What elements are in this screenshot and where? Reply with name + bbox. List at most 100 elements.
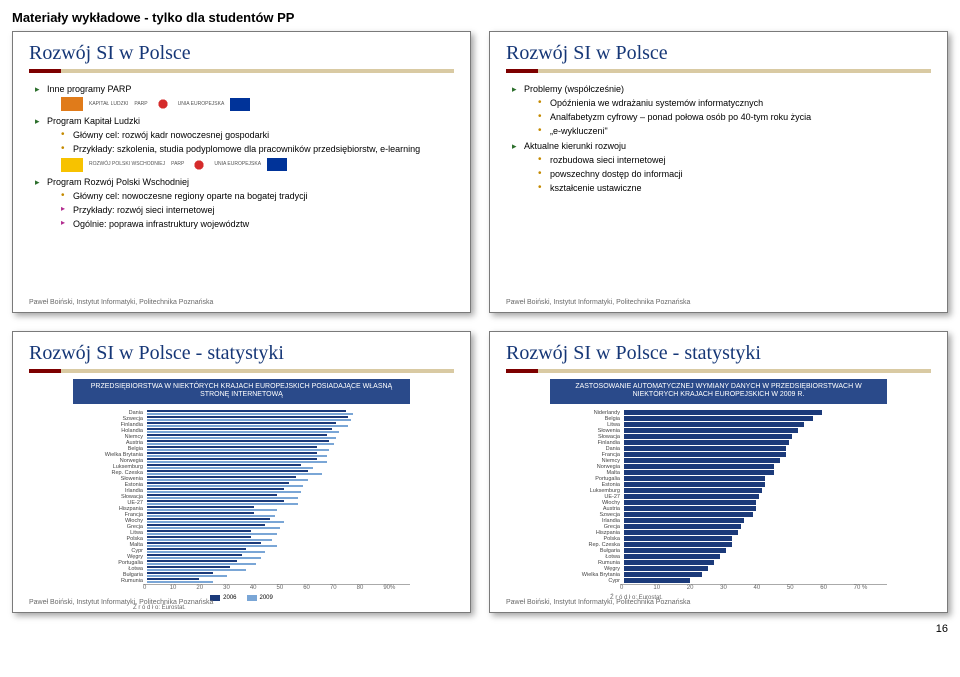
- chart-bar: [624, 482, 765, 487]
- chart-area: DaniaSzwecjaFinlandiaHolandiaNiemcyAustr…: [73, 410, 410, 611]
- title-underline: [29, 69, 454, 73]
- eu-label: UNIA EUROPEJSKA: [214, 162, 261, 167]
- axis-tick: 60: [820, 585, 853, 591]
- axis-tick: 80: [357, 585, 384, 591]
- title-underline: [29, 369, 454, 373]
- bullet: Inne programy PARP: [35, 83, 452, 95]
- slide-body: Problemy (współcześnie) Opóźnienia we wd…: [490, 79, 947, 198]
- axis-tick: 10: [653, 585, 686, 591]
- chart-bar: [624, 428, 798, 433]
- bullet: Program Kapitał Ludzki Główny cel: rozwó…: [35, 115, 452, 155]
- chart-bar: [624, 446, 786, 451]
- axis-tick: 90%: [383, 585, 410, 591]
- parp-label: PARP: [134, 102, 147, 107]
- slide-footer: Paweł Boiński, Instytut Informatyki, Pol…: [506, 299, 690, 306]
- sub-sub-bullet: Ogólnie: poprawa infrastruktury wojewódz…: [61, 218, 452, 230]
- chart-bar: [624, 578, 690, 583]
- axis-tick: 30: [223, 585, 250, 591]
- chart-bar: [624, 488, 762, 493]
- axis-tick: 10: [170, 585, 197, 591]
- chart-bar: [624, 554, 720, 559]
- parp-label: PARP: [171, 162, 184, 167]
- chart-bar: [624, 458, 780, 463]
- axis-tick: 70: [330, 585, 357, 591]
- sub-bullet: kształcenie ustawiczne: [538, 182, 929, 194]
- slide-title: Rozwój SI w Polsce - statystyki: [490, 332, 947, 367]
- slide-title: Rozwój SI w Polsce: [13, 32, 470, 67]
- kapital-label: KAPITAŁ LUDZKI: [89, 102, 128, 107]
- chart-bar: [624, 536, 732, 541]
- chart-axis: 0102030405060708090%: [143, 584, 410, 591]
- chart-bar: [624, 470, 774, 475]
- eu-label: UNIA EUROPEJSKA: [178, 102, 225, 107]
- legend-label: 2006: [223, 595, 236, 601]
- axis-tick: 40: [250, 585, 277, 591]
- axis-tick: 50: [277, 585, 304, 591]
- chart-bar: [624, 548, 726, 553]
- chart-bar: [624, 566, 708, 571]
- eu-flag-icon: [230, 98, 250, 111]
- axis-tick: 40: [754, 585, 787, 591]
- sub-bullet: Przykłady: szkolenia, studia podyplomowe…: [61, 143, 452, 155]
- sub-bullet: Główny cel: rozwój kadr nowoczesnej gosp…: [61, 129, 452, 141]
- sub-bullet: Opóźnienia we wdrażaniu systemów informa…: [538, 97, 929, 109]
- chart-bar: [624, 512, 753, 517]
- slide-3: Rozwój SI w Polsce - statystyki PRZEDSIĘ…: [12, 331, 471, 613]
- slide-footer: Paweł Boiński, Instytut Informatyki, Pol…: [506, 599, 690, 606]
- chart-axis: 010203040506070 %: [620, 584, 887, 591]
- slide-2: Rozwój SI w Polsce Problemy (współcześni…: [489, 31, 948, 313]
- page-header: Materiały wykładowe - tylko dla studentó…: [0, 0, 960, 31]
- chart-bar: [624, 530, 738, 535]
- chart-row: Rumunia: [73, 578, 410, 584]
- chart-bar: [624, 476, 765, 481]
- parp-logo-icon: [190, 158, 208, 172]
- axis-tick: 0: [620, 585, 653, 591]
- sub-sub-bullet: Przykłady: rozwój sieci internetowej: [61, 204, 452, 216]
- slides-grid: Rozwój SI w Polsce Inne programy PARP KA…: [0, 31, 960, 619]
- chart-row: Cypr: [550, 578, 887, 584]
- chart-bar: [624, 494, 759, 499]
- axis-tick: 50: [787, 585, 820, 591]
- rozwoj-label: ROZWÓJ POLSKI WSCHODNIEJ: [89, 162, 165, 167]
- chart-banner: PRZEDSIĘBIORSTWA W NIEKTÓRYCH KRAJACH EU…: [73, 379, 410, 404]
- chart-country-label: Cypr: [550, 578, 624, 584]
- sub-bullet: Analfabetyzm cyfrowy – ponad połowa osób…: [538, 111, 929, 123]
- slide-1: Rozwój SI w Polsce Inne programy PARP KA…: [12, 31, 471, 313]
- title-underline: [506, 369, 931, 373]
- chart-bar: [624, 434, 792, 439]
- axis-tick: 20: [196, 585, 223, 591]
- chart-bar: [624, 464, 774, 469]
- bullet: Program Rozwój Polski Wschodniej Główny …: [35, 176, 452, 231]
- bullet: Aktualne kierunki rozwoju rozbudowa siec…: [512, 140, 929, 195]
- kapital-ludzki-logo: [61, 97, 83, 111]
- axis-tick: 20: [687, 585, 720, 591]
- chart-bar: [624, 524, 741, 529]
- chart-bar: [624, 542, 732, 547]
- slide-title: Rozwój SI w Polsce: [490, 32, 947, 67]
- chart-bar: [624, 560, 714, 565]
- chart-bar: [624, 452, 786, 457]
- page-number: 16: [0, 619, 960, 643]
- legend-label: 2009: [260, 595, 273, 601]
- chart-bar: [624, 500, 756, 505]
- sub-bullet: „e-wykluczeni": [538, 125, 929, 137]
- rozwoj-wsch-logo: [61, 158, 83, 172]
- sub-bullet: Główny cel: nowoczesne regiony oparte na…: [61, 190, 452, 202]
- chart-bar: [624, 506, 756, 511]
- logo-row-1: KAPITAŁ LUDZKI PARP UNIA EUROPEJSKA: [61, 97, 452, 111]
- slide-body: Inne programy PARP KAPITAŁ LUDZKI PARP U…: [13, 79, 470, 234]
- chart-bar: [624, 422, 804, 427]
- slide-title: Rozwój SI w Polsce - statystyki: [13, 332, 470, 367]
- slide-footer: Paweł Boiński, Instytut Informatyki, Pol…: [29, 599, 213, 606]
- chart-bar: [624, 416, 813, 421]
- axis-tick: 30: [720, 585, 753, 591]
- chart-bar-series-b: [147, 581, 213, 584]
- parp-logo-icon: [154, 97, 172, 111]
- axis-tick: 60: [303, 585, 330, 591]
- bullet: Problemy (współcześnie) Opóźnienia we wd…: [512, 83, 929, 138]
- sub-bullet: rozbudowa sieci internetowej: [538, 154, 929, 166]
- eu-flag-icon: [267, 158, 287, 171]
- chart-bar: [624, 572, 702, 577]
- axis-tick: 0: [143, 585, 170, 591]
- chart-banner: ZASTOSOWANIE AUTOMATYCZNEJ WYMIANY DANYC…: [550, 379, 887, 404]
